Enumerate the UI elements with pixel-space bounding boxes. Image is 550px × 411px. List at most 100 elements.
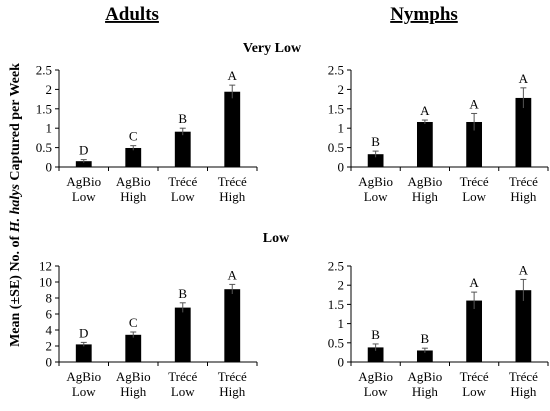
chart-nymphs-very-low: 00.511.522.5BAgBioLowAAgBioHighATrécéLow… [328,63,549,204]
y-tick-label: 2 [46,339,53,354]
y-tick-label: 0 [338,160,345,175]
x-category-label: High [510,189,537,204]
x-category-label: Trécé [218,369,247,384]
x-category-label: Trécé [168,369,197,384]
y-tick-label: 2.5 [328,259,344,274]
y-tick-label: 1.5 [328,101,344,116]
x-category-label: AgBio [116,174,151,189]
significance-letter: B [421,331,430,346]
y-tick-label: 1.5 [328,297,344,312]
x-category-label: Low [72,189,96,204]
y-tick-label: 12 [39,259,52,274]
x-category-label: Trécé [218,174,247,189]
x-category-label: High [219,189,246,204]
chart-adults-low: 024681012DAgBioLowCAgBioHighBTrécéLowATr… [39,259,258,399]
x-category-label: High [510,384,537,399]
column-header-adults: Adults [105,4,159,25]
significance-letter: B [371,327,380,342]
bar [174,307,191,362]
y-axis-title: Mean (±SE) No. of H. halys Captured per … [8,63,23,347]
y-tick-label: 6 [46,307,53,322]
bar [75,161,92,167]
y-tick-label: 0 [46,160,53,175]
significance-letter: D [79,143,88,158]
significance-letter: A [469,275,479,290]
x-category-label: AgBio [408,369,443,384]
significance-letter: B [371,134,380,149]
row-label-low: Low [263,231,290,246]
x-category-label: Low [171,384,195,399]
x-category-label: Low [72,384,96,399]
chart-nymphs-low: 00.511.522.5BAgBioLowBAgBioHighATrécéLow… [328,259,549,399]
y-tick-label: 0.5 [328,140,344,155]
chart-adults-very-low: 00.511.522.5DAgBioLowCAgBioHighBTrécéLow… [36,63,258,204]
y-tick-label: 1 [338,316,345,331]
bar [367,347,384,362]
y-tick-label: 2.5 [328,63,344,78]
bar [224,91,241,167]
y-tick-label: 2 [338,278,345,293]
x-category-label: Low [171,189,195,204]
significance-letter: C [129,315,138,330]
x-category-label: AgBio [116,369,151,384]
column-header-nymphs: Nymphs [390,4,458,25]
x-category-label: AgBio [66,174,101,189]
x-category-label: Low [462,189,486,204]
bar [125,334,142,362]
chart-panels: 00.511.522.5DAgBioLowCAgBioHighBTrécéLow… [36,63,549,399]
x-category-label: Low [364,384,388,399]
x-category-label: Low [462,384,486,399]
y-tick-label: 1 [338,121,345,136]
y-tick-label: 1.5 [36,101,52,116]
significance-letter: A [420,103,430,118]
y-tick-label: 0.5 [36,140,52,155]
row-label-very-low: Very Low [243,41,302,56]
bar [174,131,191,167]
x-category-label: AgBio [66,369,101,384]
x-category-label: High [412,189,439,204]
significance-letter: A [469,96,479,111]
x-category-label: High [412,384,439,399]
bar [466,121,483,167]
x-category-label: AgBio [358,174,393,189]
x-category-label: High [120,384,147,399]
significance-letter: A [519,262,529,277]
x-category-label: Trécé [460,369,489,384]
y-tick-label: 2 [338,82,345,97]
x-category-label: Low [364,189,388,204]
x-category-label: AgBio [358,369,393,384]
significance-letter: A [228,267,238,282]
bar [125,147,142,167]
bar [416,350,433,362]
bar [515,97,532,167]
bar [224,289,241,362]
y-tick-label: 0 [338,355,345,370]
bar [367,154,384,167]
bar [75,344,92,362]
x-category-label: Trécé [509,174,538,189]
y-tick-label: 10 [39,275,52,290]
y-tick-label: 2.5 [36,63,52,78]
y-tick-label: 4 [46,323,53,338]
significance-letter: D [79,325,88,340]
y-tick-label: 0.5 [328,335,344,350]
x-category-label: Trécé [168,174,197,189]
x-category-label: High [120,189,147,204]
significance-letter: B [178,111,187,126]
x-category-label: High [219,384,246,399]
significance-letter: C [129,129,138,144]
x-category-label: Trécé [509,369,538,384]
significance-letter: B [178,286,187,301]
significance-letter: A [519,71,529,86]
x-category-label: Trécé [460,174,489,189]
y-tick-label: 8 [46,291,53,306]
y-tick-label: 2 [46,82,53,97]
significance-letter: A [228,68,238,83]
bar [466,300,483,362]
y-tick-label: 1 [46,121,53,136]
bar [515,290,532,362]
bar [416,121,433,167]
y-tick-label: 0 [46,355,53,370]
x-category-label: AgBio [408,174,443,189]
